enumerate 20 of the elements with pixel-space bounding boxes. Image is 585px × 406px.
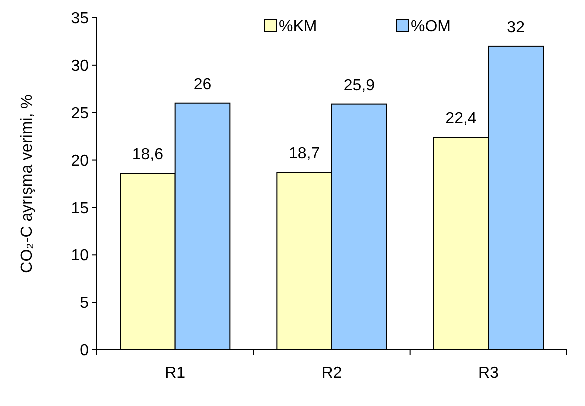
data-label: 18,6 [132,146,164,164]
x-tick-label: R2 [322,365,342,382]
legend-label: %OM [411,18,451,36]
y-tick-label: 35 [71,10,90,28]
y-tick-label: 10 [71,248,90,265]
data-label: 18,7 [289,146,320,163]
y-tick-label: 20 [71,152,90,170]
data-label: 25,9 [344,77,376,94]
y-tick-label: 30 [71,58,90,76]
y-tick-label: 0 [80,342,90,360]
y-tick-label: 5 [80,295,90,312]
y-tick-label: 25 [71,105,90,122]
y-tick-label: 15 [71,200,90,218]
x-tick-label: R3 [478,365,499,382]
legend-label: %KM [279,18,318,36]
data-label: 22,4 [446,110,477,128]
y-axis-title: CO₂-C ayrışma verimi, % [19,94,36,274]
data-label: 26 [194,76,212,94]
x-tick-label: R1 [165,365,186,382]
data-label: 32 [507,19,526,36]
